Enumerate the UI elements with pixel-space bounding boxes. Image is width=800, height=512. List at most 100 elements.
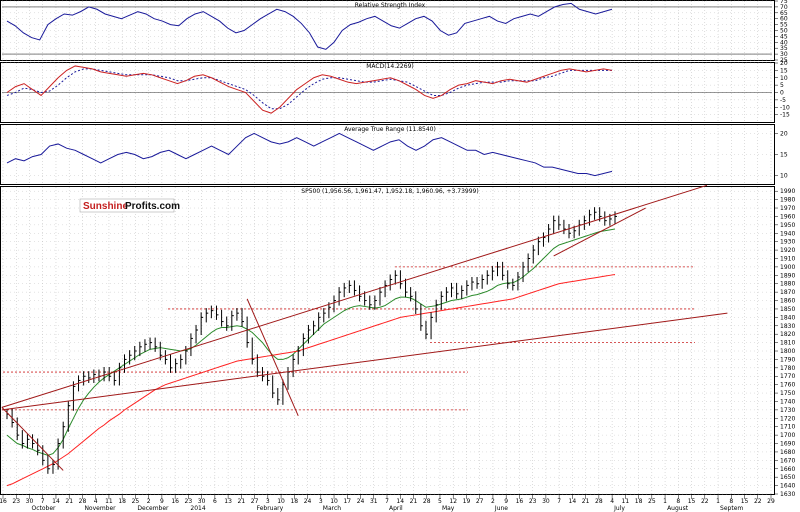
long-support-line xyxy=(1,312,728,411)
y-tick-label: 1670 xyxy=(780,457,795,464)
x-tick-label: 23 xyxy=(12,498,20,505)
y-tick-label: 70 xyxy=(780,4,788,11)
x-tick-label: 9 xyxy=(160,498,164,505)
y-tick-label: -15 xyxy=(780,112,790,119)
y-tick-label: 1650 xyxy=(780,474,795,481)
moving-average-green xyxy=(6,228,616,456)
y-tick-label: 50 xyxy=(780,28,788,35)
x-tick-label: 29 xyxy=(767,498,775,505)
y-tick-label: 1890 xyxy=(780,272,795,279)
rsi-line xyxy=(6,2,613,50)
y-tick-label: 1630 xyxy=(780,491,795,498)
x-tick-label: 28 xyxy=(423,498,431,505)
x-month-label: May xyxy=(442,505,455,512)
upper-channel-line xyxy=(1,184,708,408)
x-tick-label: 10 xyxy=(330,498,338,505)
y-tick-label: 1920 xyxy=(780,247,795,254)
y-tick-label: 30 xyxy=(780,51,788,58)
x-tick-label: 22 xyxy=(754,498,762,505)
sunshine-profits-watermark: Sunshine Profits.com xyxy=(79,198,180,213)
y-tick-label: 75 xyxy=(780,0,788,5)
recent-support-line xyxy=(553,207,646,257)
x-tick-label: 16 xyxy=(171,498,179,505)
y-tick-label: 1840 xyxy=(780,314,795,321)
x-tick-label: 4 xyxy=(94,498,98,505)
y-tick-label: 1770 xyxy=(780,373,795,380)
y-tick-label: 25 xyxy=(780,57,788,64)
y-tick-label: 1750 xyxy=(780,390,795,397)
grid xyxy=(2,0,772,495)
x-tick-label: 18 xyxy=(290,498,298,505)
x-tick-label: 4 xyxy=(610,498,614,505)
x-tick-label: 28 xyxy=(595,498,603,505)
y-tick-label: 1690 xyxy=(780,441,795,448)
y-tick-label: 1710 xyxy=(780,424,795,431)
x-tick-label: 8 xyxy=(676,498,680,505)
x-month-label: October xyxy=(31,505,56,512)
x-tick-label: 7 xyxy=(557,498,561,505)
x-tick-label: 6 xyxy=(213,498,217,505)
x-tick-label: 7 xyxy=(41,498,45,505)
y-tick-label: 1830 xyxy=(780,323,795,330)
descending-line-january xyxy=(246,298,299,416)
y-tick-label: 20 xyxy=(780,60,788,67)
rsi-title: Relative Strength Index xyxy=(355,2,426,9)
x-tick-label: 1 xyxy=(663,498,667,505)
y-tick-label: 1660 xyxy=(780,466,795,473)
y-tick-label: 1790 xyxy=(780,356,795,363)
y-tick-label: 1820 xyxy=(780,331,795,338)
y-tick-label: 60 xyxy=(780,16,788,23)
x-tick-label: 30 xyxy=(198,498,206,505)
y-tick-label: 55 xyxy=(780,22,788,29)
y-tick-label: 1950 xyxy=(780,222,795,229)
y-tick-label: 10 xyxy=(780,75,788,82)
x-tick-label: 17 xyxy=(343,498,351,505)
x-tick-label: 11 xyxy=(622,498,630,505)
y-tick-label: 1680 xyxy=(780,449,795,456)
y-tick-label: -5 xyxy=(780,97,786,104)
x-tick-label: 23 xyxy=(529,498,537,505)
x-tick-label: 18 xyxy=(118,498,126,505)
y-tick-label: 1810 xyxy=(780,340,795,347)
x-tick-label: 16 xyxy=(516,498,524,505)
atr-panel xyxy=(0,124,775,185)
y-tick-label: 1880 xyxy=(780,281,795,288)
y-tick-label: 1640 xyxy=(780,483,795,490)
y-tick-label: 15 xyxy=(780,152,788,159)
y-tick-label: 1970 xyxy=(780,205,795,212)
atr-line xyxy=(6,132,613,177)
reference-lines xyxy=(2,6,772,411)
x-tick-label: 1 xyxy=(716,498,720,505)
x-tick-label: 30 xyxy=(26,498,34,505)
x-tick-label: 31 xyxy=(370,498,378,505)
x-tick-label: 23 xyxy=(185,498,193,505)
y-tick-label: 1740 xyxy=(780,398,795,405)
watermark-part1: Sunshine xyxy=(83,201,128,212)
macd-signal-line xyxy=(6,68,612,110)
x-month-label: March xyxy=(323,505,341,512)
x-tick-label: 27 xyxy=(251,498,259,505)
y-tick-label: 65 xyxy=(780,10,788,17)
atr-title: Average True Range (11.8540) xyxy=(344,126,436,133)
x-tick-label: 3 xyxy=(266,498,270,505)
price-panel xyxy=(0,186,775,495)
y-tick-label: 1860 xyxy=(780,298,795,305)
y-tick-label: 1980 xyxy=(780,197,795,204)
y-tick-label: 1910 xyxy=(780,255,795,262)
x-tick-label: 11 xyxy=(105,498,113,505)
x-tick-label: 15 xyxy=(688,498,696,505)
x-tick-label: 14 xyxy=(396,498,404,505)
x-tick-label: 2 xyxy=(491,498,495,505)
x-tick-label: 21 xyxy=(65,498,73,505)
y-tick-label: 1800 xyxy=(780,348,795,355)
x-tick-label: 28 xyxy=(79,498,87,505)
x-month-label: April xyxy=(389,505,403,512)
x-month-label: June xyxy=(494,505,508,512)
x-tick-label: 22 xyxy=(701,498,709,505)
x-tick-label: 2 xyxy=(147,498,151,505)
x-tick-label: 15 xyxy=(741,498,749,505)
x-tick-label: 21 xyxy=(410,498,418,505)
y-tick-label: 1730 xyxy=(780,407,795,414)
